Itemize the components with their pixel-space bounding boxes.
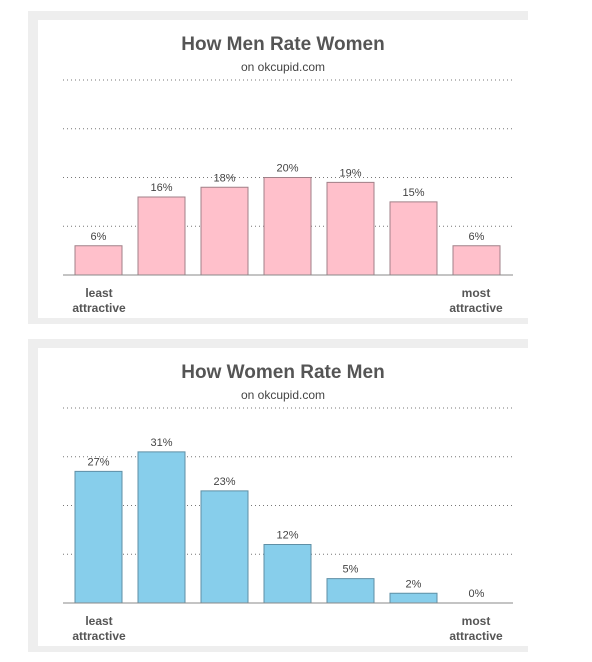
chart-panel-women-rate-men: How Women Rate Men on okcupid.com 27% 31%… (28, 339, 528, 652)
data-label: 12% (276, 530, 298, 542)
axis-label-right: most attractive (436, 614, 516, 644)
axis-label-right-line2: attractive (449, 301, 503, 315)
data-label: 31% (150, 437, 172, 449)
chart-area: How Men Rate Women on okcupid.com 6% 16% 1… (38, 20, 528, 318)
data-label: 2% (406, 578, 422, 590)
data-label: 27% (87, 456, 109, 468)
chart-panel-men-rate-women: How Men Rate Women on okcupid.com 6% 16% 1… (28, 11, 528, 324)
data-label: 23% (213, 476, 235, 488)
data-label: 0% (469, 588, 485, 600)
chart-subtitle: on okcupid.com (240, 388, 326, 402)
data-label: 18% (213, 172, 235, 184)
data-label: 20% (276, 163, 298, 175)
axis-label-right-line2: attractive (449, 629, 503, 643)
bar (326, 578, 375, 604)
axis-label-right: most attractive (436, 286, 516, 316)
data-label: 19% (339, 167, 361, 179)
bar (200, 490, 249, 604)
data-label: 6% (469, 231, 485, 243)
bar-plot: 27% 31% 23% 12% 5% 2% 0% (63, 407, 513, 604)
bar-plot: 6% 16% 18% 20% 19% 15% 6% (63, 79, 513, 276)
data-label: 15% (402, 187, 424, 199)
data-label: 16% (150, 182, 172, 194)
chart-area: How Women Rate Men on okcupid.com 27% 31%… (38, 348, 528, 646)
chart-title: How Men Rate Women (181, 34, 385, 55)
axis-label-right-line1: most (461, 286, 491, 300)
bar (263, 544, 312, 604)
bar (74, 470, 123, 604)
bar (452, 245, 501, 276)
bar (137, 451, 186, 604)
chart-title: How Women Rate Men (181, 362, 385, 383)
bar (389, 592, 438, 604)
axis-label-left: least attractive (59, 614, 139, 644)
bar (326, 181, 375, 276)
axis-label-left: least attractive (59, 286, 139, 316)
bar (263, 177, 312, 276)
bar (74, 245, 123, 276)
axis-label-left-line1: least (85, 286, 113, 300)
bar (200, 186, 249, 276)
bar (137, 196, 186, 276)
axis-label-left-line1: least (85, 614, 113, 628)
chart-subtitle: on okcupid.com (240, 60, 326, 74)
data-label: 6% (91, 231, 107, 243)
axis-label-left-line2: attractive (72, 301, 126, 315)
axis-label-right-line1: most (461, 614, 491, 628)
axis-label-left-line2: attractive (72, 629, 126, 643)
bar (389, 201, 438, 276)
data-label: 5% (343, 564, 359, 576)
